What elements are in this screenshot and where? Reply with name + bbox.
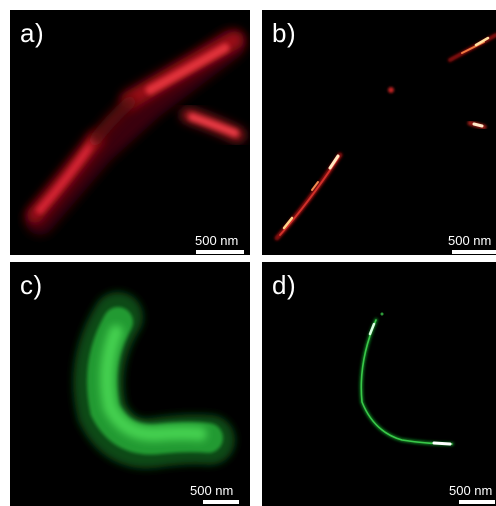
panel-d-superres-green: d) 500 nm <box>262 262 496 506</box>
superres-red-image <box>274 33 496 241</box>
panel-a-widefield-red: a) 500 nm <box>10 10 250 255</box>
widefield-green-image <box>73 292 235 469</box>
scale-bar-label-d: 500 nm <box>449 483 493 498</box>
scale-bar-label-c: 500 nm <box>190 483 234 498</box>
panel-c-widefield-green: c) 500 nm <box>10 262 250 506</box>
scale-bar-label-a: 500 nm <box>195 233 239 248</box>
panel-label-d: d) <box>272 270 297 300</box>
scale-bar-c <box>203 500 239 504</box>
panel-label-c: c) <box>20 270 43 300</box>
widefield-red-image <box>25 30 245 235</box>
panel-label-b: b) <box>272 18 297 48</box>
panel-b-superres-red: b) 500 nm <box>262 10 496 255</box>
panel-label-a: a) <box>20 18 45 48</box>
scale-bar-d <box>459 500 495 504</box>
superres-green-image <box>359 312 454 446</box>
scale-bar-label-b: 500 nm <box>448 233 492 248</box>
scale-bar-b <box>452 250 496 254</box>
scale-bar-a <box>196 250 244 254</box>
